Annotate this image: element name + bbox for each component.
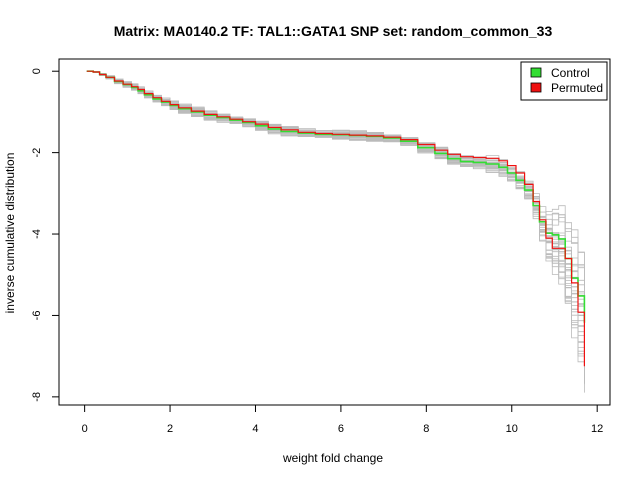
- permutation-line: [86, 70, 585, 366]
- chart-title: Matrix: MA0140.2 TF: TAL1::GATA1 SNP set…: [114, 23, 553, 39]
- permutation-line: [86, 70, 585, 351]
- x-tick-label: 6: [338, 423, 344, 435]
- legend-swatch-permuted: [530, 82, 542, 93]
- permutation-line: [86, 70, 585, 348]
- permutation-line: [86, 70, 585, 348]
- series-lines: [86, 70, 586, 367]
- permutation-line: [86, 70, 585, 342]
- x-tick-label: 10: [506, 423, 518, 435]
- permutation-line: [86, 70, 585, 384]
- x-tick-label: 2: [167, 423, 173, 435]
- series-line-control: [86, 70, 586, 323]
- x-tick-label: 8: [423, 423, 429, 435]
- y-tick-label: 0: [31, 68, 43, 74]
- x-tick-label: 4: [252, 423, 258, 435]
- permutation-line: [86, 70, 585, 331]
- permutation-line: [86, 70, 585, 385]
- permutation-line: [86, 70, 585, 325]
- permutation-lines: [86, 70, 585, 393]
- permutation-line: [86, 70, 585, 361]
- series-line-permuted: [86, 70, 585, 367]
- legend: Control Permuted: [520, 61, 608, 101]
- permutation-line: [86, 70, 585, 308]
- permutation-line: [86, 70, 585, 393]
- y-axis-label: inverse cumulative distribution: [3, 153, 17, 314]
- legend-swatch-control: [530, 67, 542, 78]
- permutation-line: [86, 70, 585, 316]
- permutation-line: [86, 70, 585, 358]
- permutation-line: [86, 70, 585, 334]
- permutation-line: [86, 70, 585, 366]
- x-axis-label: weight fold change: [282, 451, 383, 465]
- permutation-line: [86, 70, 585, 384]
- y-tick-label: -8: [31, 392, 43, 402]
- y-axis: 0 -2 -4 -6 -8: [31, 68, 60, 402]
- permutation-line: [86, 70, 585, 326]
- x-tick-label: 12: [591, 423, 603, 435]
- permutation-line: [86, 71, 585, 368]
- permutation-line: [86, 70, 585, 310]
- x-tick-label: 0: [82, 423, 88, 435]
- y-tick-label: -2: [31, 148, 43, 158]
- permutation-line: [86, 70, 585, 309]
- permutation-line: [86, 70, 585, 329]
- plot-frame: [58, 58, 611, 406]
- permutation-line: [86, 70, 585, 338]
- y-tick-label: -4: [31, 229, 43, 239]
- y-tick-label: -6: [31, 311, 43, 321]
- x-axis: 0 2 4 6 8 10 12: [82, 404, 603, 435]
- permutation-line: [86, 70, 585, 367]
- permutation-line: [86, 70, 585, 384]
- legend-label-permuted: Permuted: [551, 81, 603, 95]
- legend-label-control: Control: [551, 66, 590, 80]
- permutation-line: [86, 70, 585, 306]
